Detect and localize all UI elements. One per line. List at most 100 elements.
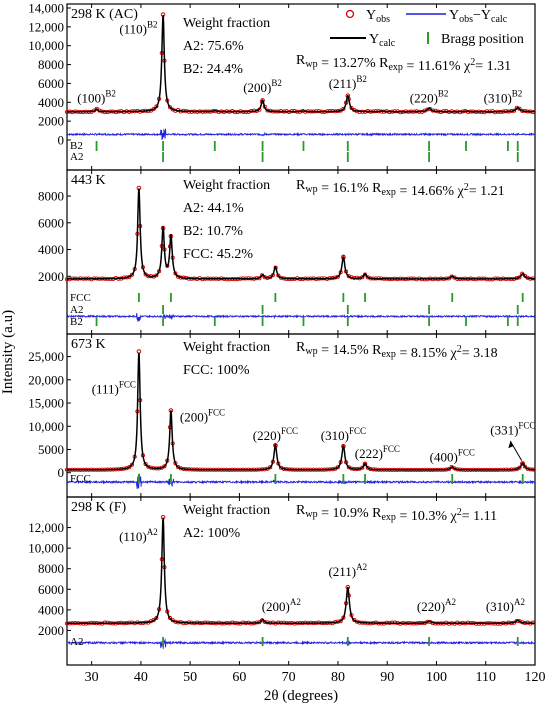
panel-label: 298 K (F) (71, 500, 127, 515)
panel-3: 0 5000 10,000 15,000 20,000 25,000 FCC 673 K Wei… (28, 333, 536, 498)
x-tick-label: 40 (134, 670, 148, 685)
difference-series (66, 473, 536, 489)
y-tick-label: 0 (58, 133, 65, 148)
observed-point (167, 105, 173, 110)
observed-point (341, 106, 346, 111)
peak-label: (310)B2 (484, 88, 523, 105)
refinement-stats: Rwp = 10.9% Rexp = 10.3% χ2= 1.11 (296, 503, 497, 524)
legend-calc-label: Ycalc (369, 32, 396, 49)
y-tick-label: 12,000 (28, 19, 64, 34)
weight-fraction-text: A2: 100% (183, 526, 241, 541)
panel-label: 673 K (71, 337, 106, 352)
panel-frame (66, 496, 536, 666)
calculated-series (67, 352, 535, 471)
y-tick-label: 4000 (38, 95, 64, 110)
y-tick-label: 15,000 (28, 396, 64, 411)
observed-point (143, 462, 148, 467)
panel-label: 443 K (71, 173, 106, 188)
x-tick-label: 110 (475, 670, 495, 685)
observed-point (360, 465, 365, 470)
y-tick-label: 6000 (38, 582, 64, 597)
weight-fraction-text: A2: 75.6% (183, 39, 244, 54)
observed-point (268, 465, 273, 470)
x-tick-label: 70 (282, 670, 296, 685)
difference-series (66, 312, 536, 322)
observed-point (362, 272, 368, 277)
y-tick-label: 6000 (38, 76, 64, 91)
bragg-row-label: FCC (70, 473, 91, 485)
y-tick-label: 14,000 (28, 1, 64, 16)
panels: 0200040006000800010,00012,00014,000B2A22… (28, 1, 545, 686)
bragg-row-label: B2 (70, 140, 83, 152)
observed-point (517, 106, 522, 111)
bragg-row-label: A2 (70, 151, 83, 163)
peak-label: (310)A2 (486, 597, 525, 614)
refinement-stats: Rwp = 16.1% Rexp = 14.66% χ2= 1.21 (296, 178, 505, 199)
peak-label: (200)FCC (180, 408, 225, 425)
y-tick-label: 2000 (38, 269, 64, 284)
observed-point (154, 615, 159, 621)
panel-label: 298 K (AC) (71, 7, 138, 22)
x-tick-label: 90 (380, 670, 394, 685)
observed-point (349, 105, 354, 111)
y-tick-label: 10,000 (28, 38, 64, 53)
observed-point (517, 465, 522, 470)
observed-point (94, 106, 99, 111)
calculated-series (67, 517, 535, 624)
observed-point (165, 263, 170, 268)
y-tick-label: 8000 (38, 189, 64, 204)
weight-fraction-text: FCC: 100% (183, 363, 250, 378)
x-axis-label: 2θ (degrees) (264, 688, 338, 704)
y-tick-label: 4000 (38, 242, 64, 257)
y-tick-label: 10,000 (28, 419, 64, 434)
peak-label: (400)FCC (430, 448, 475, 465)
weight-fraction-text: FCC: 45.2% (183, 247, 253, 262)
x-tick-label: 120 (525, 670, 546, 685)
y-tick-label: 0 (58, 465, 65, 480)
y-tick-label: 2000 (38, 114, 64, 129)
peak-label: (220)B2 (410, 88, 449, 105)
bragg-row-label: A2 (70, 636, 83, 648)
x-tick-label: 30 (85, 670, 99, 685)
peak-label: (211)A2 (328, 562, 367, 579)
panel-4: 2000 4000 6000 8000 10,000 12,000 A2 298 K (F) W… (28, 496, 546, 685)
y-tick-label: 4000 (38, 602, 64, 617)
weight-fraction-text: A2: 44.1% (183, 201, 244, 216)
peak-label: (100)B2 (77, 88, 116, 105)
x-tick-label: 100 (426, 670, 447, 685)
observed-point (335, 465, 340, 470)
bragg-row-label: B2 (70, 316, 83, 328)
peak-label: (200)B2 (243, 78, 282, 95)
peak-label: (111)FCC (92, 380, 136, 397)
calculated-series (67, 14, 535, 113)
y-tick-label: 12,000 (28, 520, 64, 535)
weight-fraction-text: Weight fraction (183, 340, 270, 355)
observed-point (129, 462, 135, 467)
weight-fraction-text: B2: 10.7% (183, 224, 243, 239)
observed-point (520, 461, 526, 466)
peak-label: (110)A2 (119, 527, 158, 544)
bragg-row-label: FCC (70, 292, 91, 304)
x-tick-label: 50 (183, 670, 197, 685)
difference-series (66, 128, 535, 141)
y-tick-label: 6000 (38, 215, 64, 230)
y-tick-label: 5000 (38, 442, 64, 457)
refinement-stats: Rwp = 13.27% Rexp = 11.61% χ2= 1.31 (296, 53, 511, 74)
peak-label: (200)A2 (262, 597, 301, 614)
observed-point (522, 273, 527, 278)
legend-diff-label: Yobs−Ycalc (449, 8, 508, 25)
legend-obs-marker (345, 9, 355, 19)
weight-fraction-text: B2: 24.4% (183, 62, 243, 77)
weight-fraction-text: Weight fraction (183, 16, 270, 31)
calculated-series (67, 188, 535, 280)
y-tick-label: 8000 (38, 57, 64, 72)
difference-series (66, 638, 536, 649)
y-tick-label: 10,000 (28, 541, 64, 556)
peak-label: (110)B2 (119, 19, 157, 36)
y-tick-label: 25,000 (28, 349, 64, 364)
peak-label: (220)FCC (253, 426, 298, 443)
peak-label: (331)FCC (490, 421, 535, 438)
